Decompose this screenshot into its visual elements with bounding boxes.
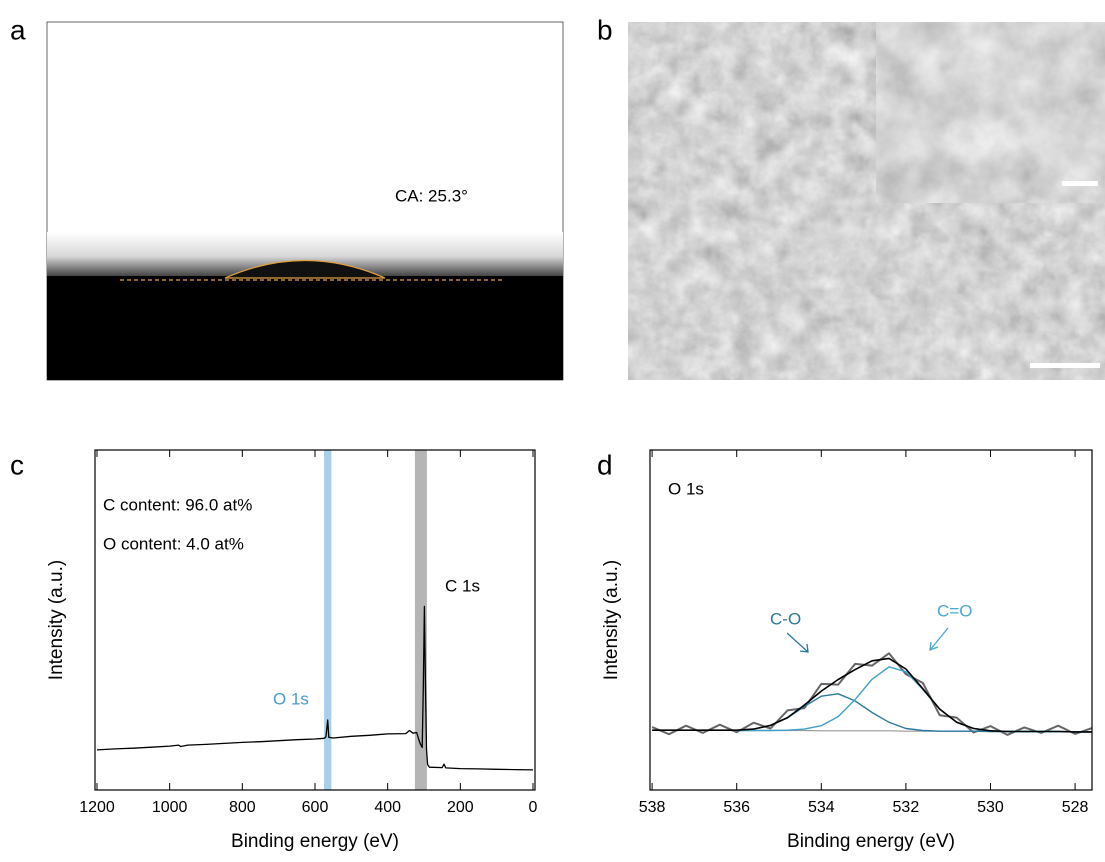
x-tick-label: 538 — [639, 799, 666, 816]
x-tick-label: 1000 — [152, 799, 188, 816]
x-tick-label: 400 — [374, 799, 401, 816]
x-tick-label: 1200 — [79, 799, 115, 816]
x-axis-label: Binding energy (eV) — [787, 831, 955, 852]
annotation: O 1s — [668, 479, 704, 498]
x-tick-label: 200 — [447, 799, 474, 816]
band — [414, 450, 427, 790]
band — [324, 450, 332, 790]
x-tick-label: 534 — [808, 799, 835, 816]
data-line — [96, 605, 534, 771]
data-line — [652, 666, 1092, 733]
x-tick-label: 532 — [893, 799, 920, 816]
panel-label: b — [597, 14, 613, 45]
panel-label: a — [10, 14, 26, 45]
annotation: C 1s — [445, 576, 480, 595]
x-tick-label: 600 — [302, 799, 329, 816]
data-line — [651, 652, 1093, 736]
y-axis-label: Intensity (a.u.) — [46, 560, 67, 680]
contact-angle: CA: 25.3° — [395, 186, 468, 205]
panel-b-sem — [628, 21, 1105, 380]
annotation: C=O — [937, 601, 972, 620]
annotation: O 1s — [273, 689, 309, 708]
x-axis-label: Binding energy (eV) — [231, 831, 399, 852]
x-tick-label: 800 — [229, 799, 256, 816]
data-line — [652, 657, 1092, 733]
x-tick-label: 530 — [977, 799, 1004, 816]
plot-frame — [649, 449, 1093, 791]
annotation: C-O — [770, 609, 801, 628]
x-tick-label: 528 — [1062, 799, 1089, 816]
annotation: O content: 4.0 at% — [103, 534, 244, 553]
x-tick-label: 0 — [529, 799, 538, 816]
panel-label: d — [597, 449, 613, 480]
panel-a-photo: CA: 25.3° — [46, 21, 564, 381]
arrows — [786, 627, 949, 653]
annotation: C content: 96.0 at% — [103, 495, 252, 514]
panel-label: c — [10, 449, 24, 480]
y-axis-label: Intensity (a.u.) — [601, 560, 622, 680]
x-tick-label: 536 — [723, 799, 750, 816]
